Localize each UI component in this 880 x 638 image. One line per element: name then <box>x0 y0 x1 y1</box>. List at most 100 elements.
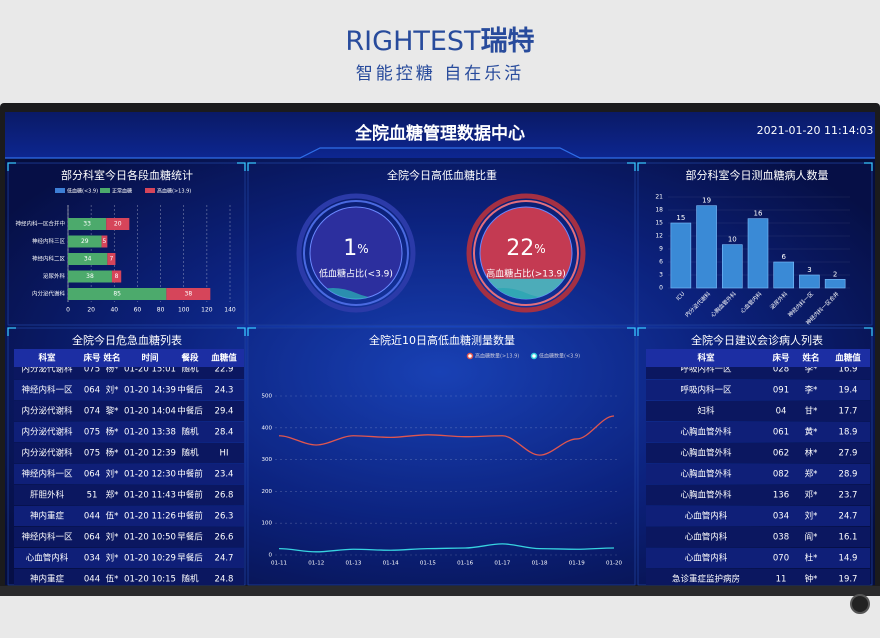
table-cell: 内分泌代谢科 <box>21 427 73 438</box>
y-tick-label: 泌尿外科 <box>43 272 66 280</box>
x-tick-label: 01-19 <box>569 561 585 567</box>
y-tick-label: 15 <box>655 220 663 227</box>
table-cell: 李* <box>805 385 818 396</box>
gauge-value: 22% <box>506 236 545 261</box>
table-cell: 随机 <box>181 448 199 459</box>
table-cell: 064 <box>84 533 100 543</box>
table-row <box>14 401 244 421</box>
data-label: 2 <box>833 270 837 278</box>
table-row <box>14 380 244 400</box>
gauge-label: 低血糖占比(<3.9) <box>319 268 393 280</box>
chart-title: 部分科室今日各段血糖统计 <box>61 168 193 182</box>
data-label: 34 <box>84 256 92 263</box>
table-cell: 11 <box>776 575 787 585</box>
gauge-ring <box>296 193 416 313</box>
table-cell: 刘* <box>106 553 119 564</box>
legend-label: 低血糖数量(<3.9) <box>539 353 580 360</box>
table-cell: 27.9 <box>839 449 858 459</box>
x-tick-label: 140 <box>224 307 236 314</box>
table-title: 全院今日建议会诊病人列表 <box>691 333 823 347</box>
table-cell: HI <box>220 449 229 459</box>
table-cell: 034 <box>84 554 100 564</box>
table-cell: 01-20 10:15 <box>124 575 176 585</box>
table-cell: 28.9 <box>839 470 858 480</box>
table-cell: 136 <box>773 491 789 501</box>
table-cell: 064 <box>84 470 100 480</box>
table-cell: 01-20 10:29 <box>124 554 176 564</box>
gauge-ring-inner <box>303 200 409 306</box>
table-cell: 18.9 <box>839 428 858 438</box>
legend-marker <box>530 352 538 360</box>
data-label: 16 <box>754 210 763 218</box>
table-cell: 伍* <box>106 574 119 585</box>
table-cell: 杨* <box>106 364 119 375</box>
x-tick-label: 60 <box>134 307 142 314</box>
y-tick-label: 400 <box>262 425 273 431</box>
table-cell: 061 <box>773 428 789 438</box>
table-cell: 钟* <box>805 574 818 585</box>
table-header-cell: 姓名 <box>801 353 819 364</box>
table-cell: 阎* <box>805 533 818 543</box>
chart-title: 全院今日高低血糖比重 <box>387 168 497 182</box>
gauge-ring-inner <box>473 200 579 306</box>
y-tick-label: 6 <box>659 259 663 266</box>
bar <box>747 218 769 289</box>
x-tick-label: 80 <box>157 307 165 314</box>
line-series <box>278 415 615 456</box>
table-cell: 早餐后 <box>177 532 203 543</box>
table-cell: 肝胆外科 <box>30 490 65 501</box>
table-cell: 51 <box>87 491 98 501</box>
bar-segment <box>68 270 112 283</box>
table-cell: 29.4 <box>215 407 234 417</box>
panel-corner <box>7 327 246 336</box>
bar-segment <box>106 218 130 230</box>
table-cell: 心血管内科 <box>685 532 728 543</box>
bar <box>773 261 795 289</box>
table-row <box>646 464 870 484</box>
table-cell: 26.8 <box>215 491 234 501</box>
table-cell: 24.8 <box>215 575 234 585</box>
table-cell: 杨* <box>106 427 119 438</box>
table-cell: 刘* <box>106 532 119 543</box>
table-row <box>14 548 244 568</box>
table-cell: 01-20 15:01 <box>124 365 176 375</box>
gauge-number: 1 <box>343 236 357 261</box>
table-body: 内分泌代谢科 075 杨* 01-20 15:01 随机 22.9 神经内科一区 064 刘* 0… <box>14 360 244 585</box>
y-tick-label: 0 <box>659 285 663 292</box>
y-tick-label: 神经内科二区 <box>32 255 66 263</box>
table-cell: 04 <box>776 407 787 417</box>
table-cell: 044 <box>84 512 100 522</box>
table-row <box>14 422 244 442</box>
brand-en: RIGHTEST <box>345 26 481 57</box>
x-tick-label: 20 <box>87 307 95 314</box>
table-cell: 早餐后 <box>177 553 203 564</box>
table-cell: 神经内科一区 <box>21 469 73 480</box>
table-row <box>14 464 244 484</box>
table-header <box>646 349 870 367</box>
data-label: 5 <box>103 238 107 245</box>
table-cell: 随机 <box>181 427 199 438</box>
table-cell: 心胸血管外科 <box>680 427 732 438</box>
x-tick-label: 01-18 <box>532 561 548 567</box>
table-cell: 17.7 <box>839 407 858 417</box>
bar <box>721 244 743 289</box>
table-cell: 呼吸内科一区 <box>680 364 732 375</box>
bar-segment <box>166 288 211 300</box>
table-cell: 075 <box>84 428 100 438</box>
table-cell: 24.3 <box>215 386 234 396</box>
table-cell: 郑* <box>106 490 119 501</box>
bar <box>670 222 692 289</box>
legend-marker <box>466 352 474 360</box>
bar <box>799 274 820 289</box>
dashboard-title: 全院血糖管理数据中心 <box>354 123 525 144</box>
data-label: 29 <box>81 238 89 245</box>
gauge-ring <box>466 193 586 313</box>
table-cell: 028 <box>773 365 789 375</box>
data-label: 85 <box>113 291 121 298</box>
table-cell: 内分泌代谢科 <box>21 406 73 417</box>
table-cell: 01-20 14:04 <box>124 407 176 417</box>
panel-corner <box>637 162 873 171</box>
gauge-unit: % <box>534 242 545 256</box>
y-tick-label: 内分泌代谢科 <box>32 290 66 298</box>
